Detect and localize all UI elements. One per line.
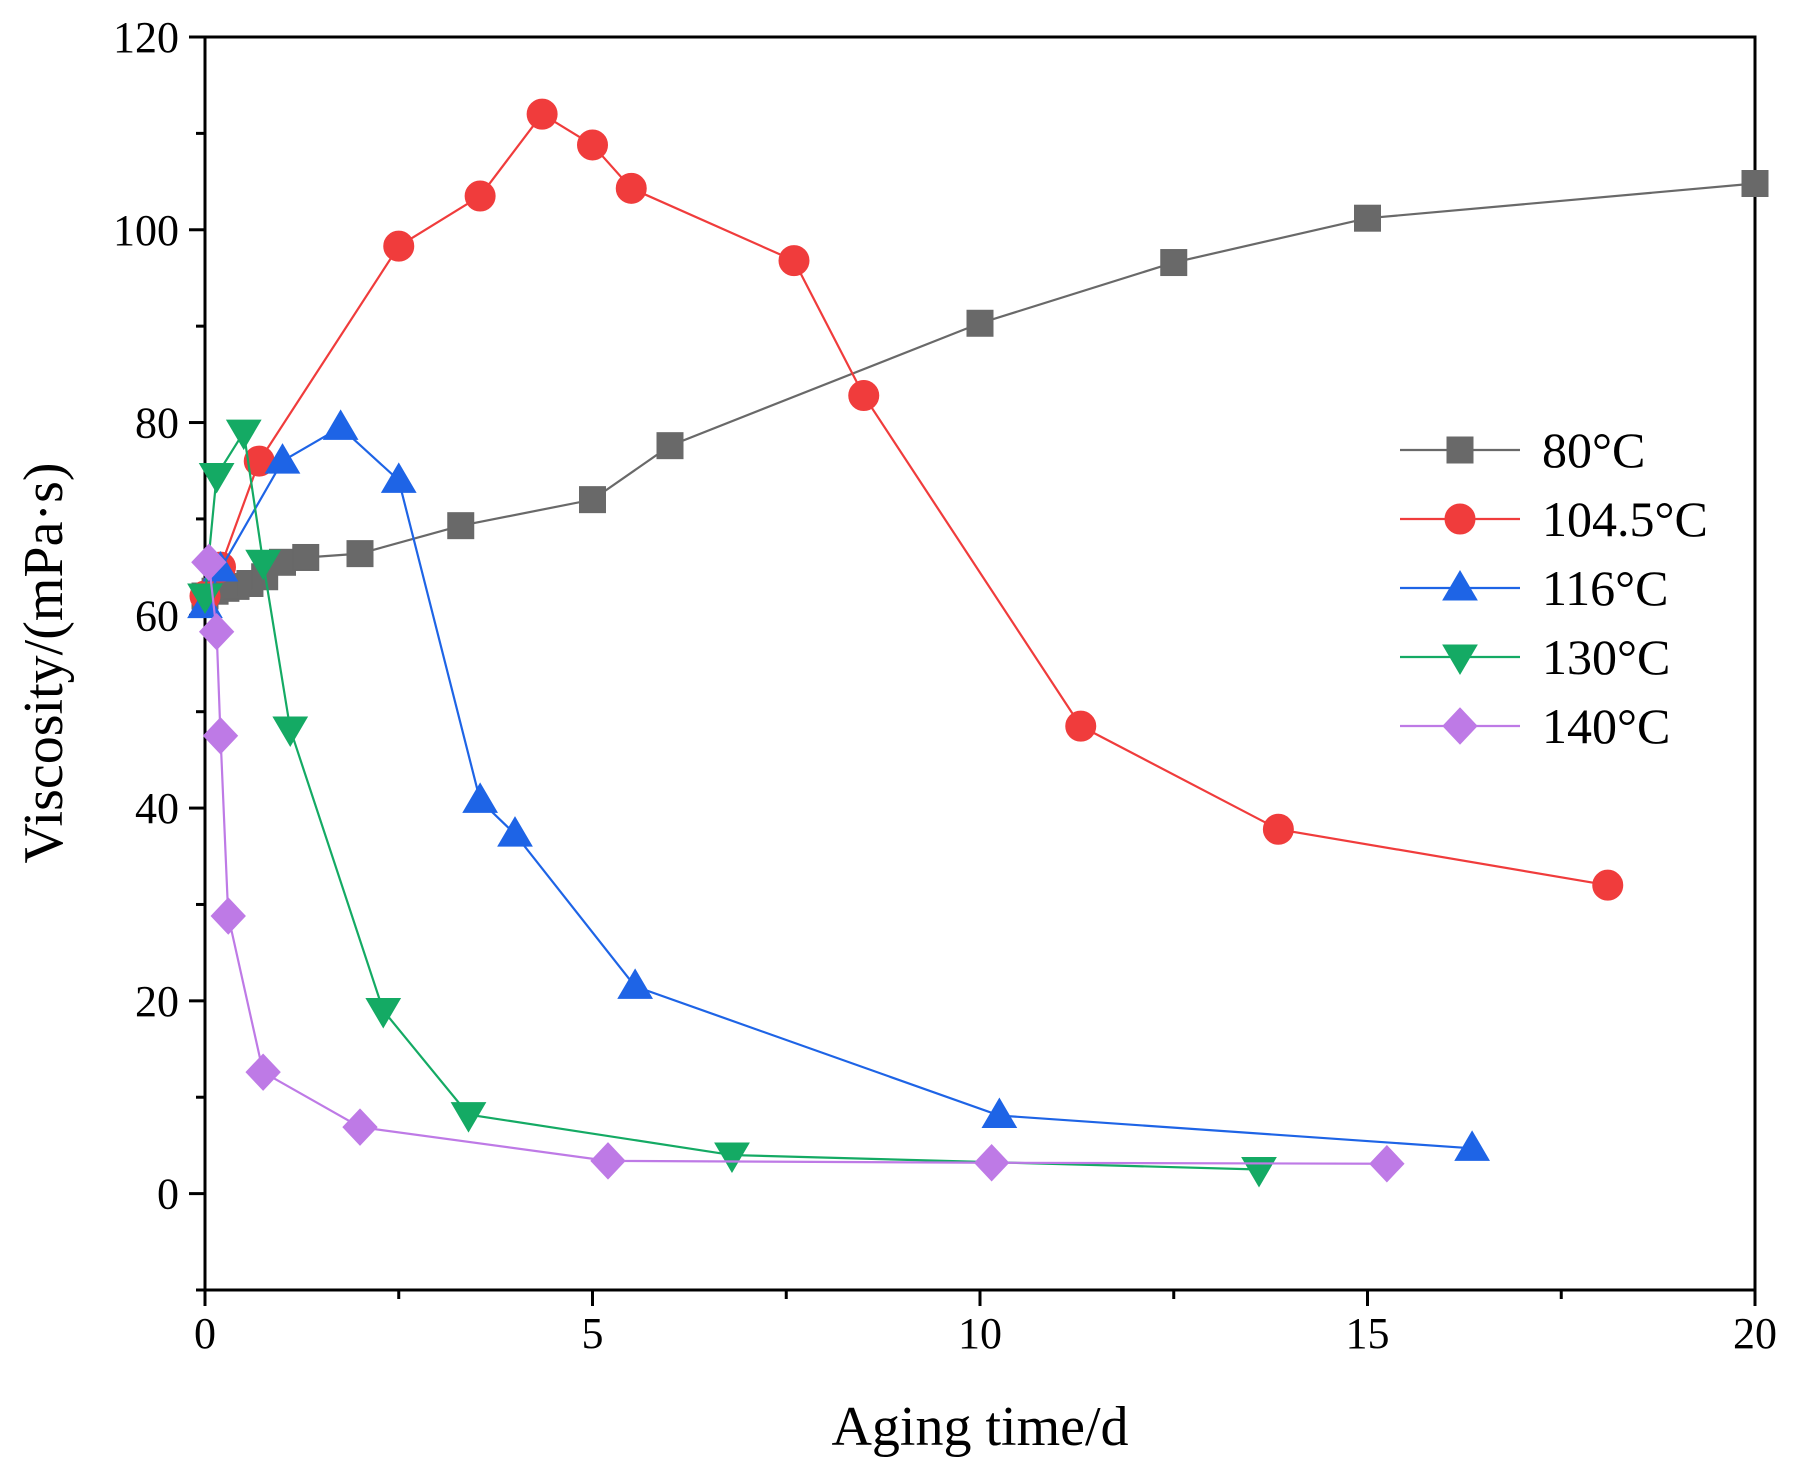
x-tick-label: 15 (1346, 1309, 1390, 1358)
x-tick-label: 0 (194, 1309, 216, 1358)
data-point (577, 129, 608, 161)
legend-entry: 140°C (1400, 698, 1670, 754)
series-0 (191, 170, 1769, 610)
data-point (462, 782, 498, 813)
data-point (245, 549, 281, 581)
data-point (198, 463, 235, 494)
data-point (210, 897, 246, 935)
legend-entry: 80°C (1400, 422, 1645, 478)
data-point (1592, 869, 1624, 901)
data-point (615, 172, 647, 204)
legend-marker (1446, 436, 1474, 464)
series-line (207, 562, 1387, 1165)
data-point (1369, 1145, 1405, 1183)
legend-marker (1442, 570, 1478, 601)
data-point (447, 512, 475, 540)
legend-entry: 130°C (1400, 629, 1670, 685)
legend-label: 130°C (1542, 629, 1670, 685)
data-point (272, 716, 309, 748)
data-point (245, 1053, 281, 1091)
data-point (981, 1097, 1018, 1129)
y-tick-label: 0 (157, 1170, 179, 1219)
data-point (617, 968, 653, 999)
data-point (526, 98, 558, 130)
data-point (1065, 710, 1097, 742)
legend-entry: 116°C (1400, 560, 1669, 616)
y-tick-label: 80 (135, 399, 179, 448)
data-point (1741, 170, 1769, 198)
data-point (579, 486, 606, 514)
data-point (383, 230, 415, 262)
legend: 80°C 104.5°C 116°C 130°C 140°C (1400, 422, 1708, 754)
data-point (450, 1102, 487, 1133)
data-point (1354, 204, 1381, 232)
data-point (264, 443, 301, 474)
data-point (202, 717, 239, 755)
series-2 (187, 409, 1490, 1161)
legend-marker (1442, 644, 1478, 675)
y-tick-label: 40 (135, 784, 179, 833)
data-point (590, 1142, 626, 1180)
series-line (204, 182, 1756, 598)
x-axis-title: Aging time/d (831, 1396, 1128, 1458)
legend-label: 104.5°C (1542, 491, 1708, 547)
data-point (1160, 249, 1188, 277)
y-tick-label: 120 (113, 13, 179, 62)
series-4 (191, 543, 1405, 1183)
series-line (203, 426, 1473, 1150)
plot-frame (203, 35, 1757, 1292)
x-tick-label: 5 (582, 1309, 604, 1358)
legend-label: 140°C (1542, 698, 1670, 754)
y-axis-title: Viscosity/(mPa·s) (13, 462, 75, 863)
legend-marker (1442, 707, 1478, 745)
data-point (973, 1144, 1010, 1182)
data-point (342, 1108, 378, 1146)
y-tick-label: 100 (113, 206, 179, 255)
axis-ticks: 0 5 10 15 20 0 20 40 60 80 100 120 (113, 13, 1777, 1358)
data-point (292, 543, 320, 571)
legend-label: 116°C (1542, 560, 1669, 616)
data-point (225, 419, 262, 451)
data-point (198, 612, 235, 651)
data-point (322, 409, 359, 440)
x-tick-label: 20 (1733, 1309, 1777, 1358)
data-point (365, 997, 402, 1029)
legend-label: 80°C (1542, 422, 1645, 478)
data-point (656, 432, 684, 460)
data-point (848, 380, 880, 412)
series-line (204, 112, 1608, 887)
data-point (497, 816, 533, 847)
data-point (1262, 813, 1294, 845)
x-tick-label: 10 (958, 1309, 1002, 1358)
legend-marker (1444, 503, 1476, 535)
data-point (1241, 1157, 1277, 1188)
data-point (191, 543, 227, 582)
data-point (380, 462, 417, 493)
data-point (778, 245, 810, 277)
series-3 (187, 419, 1277, 1188)
data-point (346, 540, 374, 568)
data-point (714, 1142, 750, 1174)
legend-entry: 104.5°C (1400, 491, 1708, 547)
data-point (464, 180, 496, 212)
series-1 (189, 98, 1624, 901)
data-point (1454, 1130, 1490, 1161)
y-tick-label: 60 (135, 591, 179, 640)
data-point (966, 309, 994, 337)
y-tick-label: 20 (135, 977, 179, 1026)
series-layer (187, 98, 1769, 1188)
